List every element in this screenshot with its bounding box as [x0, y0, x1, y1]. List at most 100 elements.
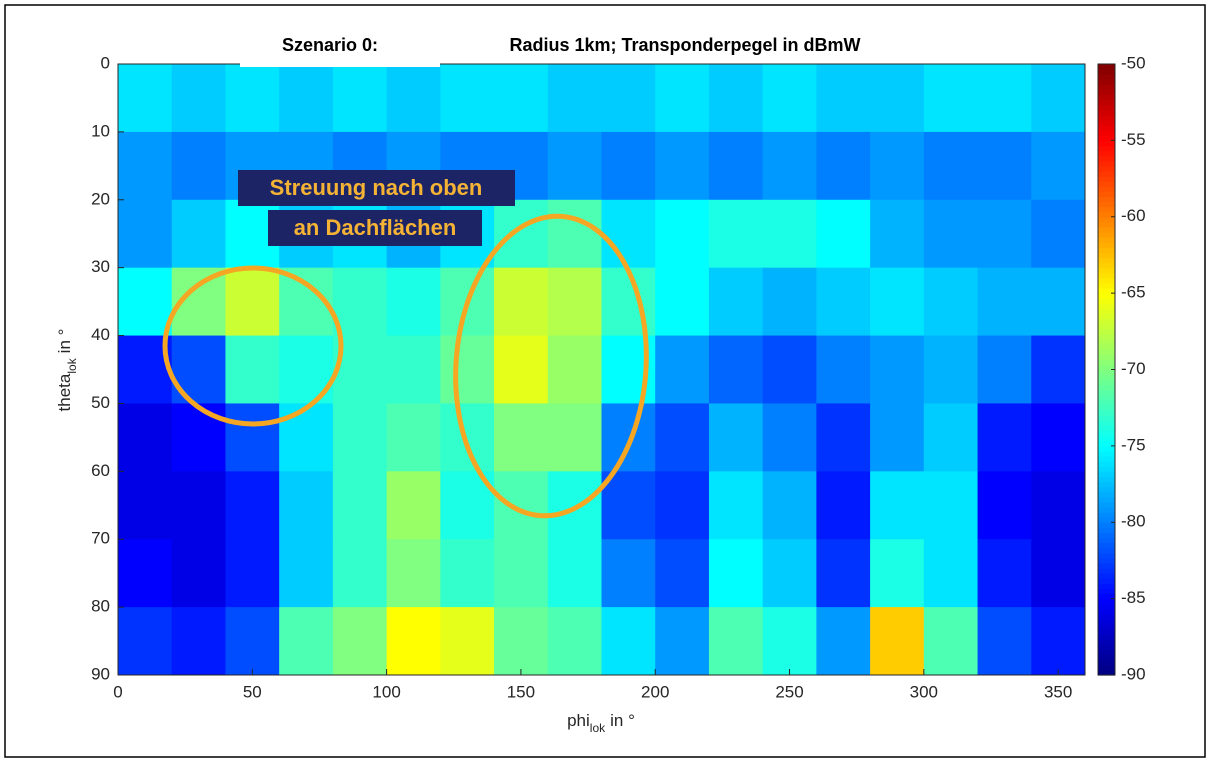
heatmap-cell [1031, 64, 1086, 133]
colorbar-swatch [1098, 333, 1115, 340]
colorbar-swatch [1098, 252, 1115, 259]
colorbar-swatch [1098, 359, 1115, 366]
colorbar-tick-label: -60 [1121, 206, 1146, 225]
heatmap-cell [977, 403, 1032, 472]
heatmap-cell [440, 335, 495, 404]
colorbar-swatch [1098, 69, 1115, 75]
heatmap-cell [225, 267, 280, 337]
colorbar-tick-label: -80 [1121, 512, 1146, 531]
colorbar-swatch [1098, 542, 1115, 549]
heatmap-cell [494, 539, 549, 608]
heatmap-cell [225, 64, 280, 133]
colorbar-swatch [1098, 517, 1115, 523]
heatmap-cell [762, 64, 817, 133]
colorbar-swatch [1098, 522, 1115, 528]
colorbar-swatch [1098, 298, 1115, 304]
heatmap-cell [977, 335, 1032, 404]
colorbar-swatch [1098, 109, 1115, 116]
heatmap-cell [171, 131, 226, 201]
colorbar-swatch [1098, 644, 1115, 651]
colorbar-swatch [1098, 593, 1115, 600]
heatmap-cell [601, 267, 656, 337]
annotation-text: an Dachflächen [294, 215, 457, 240]
colorbar-swatch [1098, 104, 1115, 111]
colorbar-swatch [1098, 588, 1115, 595]
heatmap-cell [547, 403, 602, 472]
y-axis-label: thetalok in ° [55, 329, 79, 412]
colorbar-swatch [1098, 476, 1115, 483]
colorbar-swatch [1098, 349, 1115, 355]
colorbar-tick-label: -75 [1121, 435, 1146, 454]
heatmap-cell [601, 403, 656, 472]
colorbar-swatch [1098, 608, 1115, 615]
heatmap-cell [816, 267, 871, 337]
colorbar-swatch [1098, 99, 1115, 106]
y-tick-label: 50 [91, 393, 110, 412]
colorbar-swatch [1098, 618, 1115, 625]
y-tick-label: 40 [91, 325, 110, 344]
heatmap-cell [332, 471, 388, 540]
heatmap-cell [816, 471, 871, 540]
colorbar-swatch [1098, 318, 1115, 325]
colorbar-swatch [1098, 206, 1115, 213]
colorbar-swatch [1098, 624, 1115, 630]
heatmap-cell [386, 471, 441, 540]
heatmap-cell [332, 403, 388, 472]
heatmap-cell [332, 267, 388, 337]
heatmap [118, 64, 1086, 676]
heatmap-cell [332, 539, 388, 608]
heatmap-cell [923, 539, 979, 608]
colorbar-swatch [1098, 79, 1115, 85]
colorbar-swatch [1098, 471, 1115, 478]
heatmap-cell [279, 607, 334, 676]
heatmap-cell [225, 471, 280, 540]
colorbar-swatch [1098, 461, 1115, 467]
heatmap-cell [923, 607, 979, 676]
heatmap-cell [977, 64, 1032, 133]
heatmap-cell [816, 131, 871, 201]
heatmap-cell [440, 607, 495, 676]
heatmap-cell [870, 335, 925, 404]
colorbar-swatch [1098, 435, 1115, 442]
x-tick-label: 250 [775, 682, 803, 701]
heatmap-cell [494, 199, 549, 269]
heatmap-cell [118, 199, 173, 269]
colorbar-swatch [1098, 654, 1115, 661]
heatmap-cell [494, 471, 549, 540]
colorbar-swatch [1098, 425, 1115, 432]
heatmap-cell [870, 607, 925, 676]
y-tick-label: 10 [91, 121, 110, 140]
heatmap-cell [923, 267, 979, 337]
heatmap-cell [171, 607, 226, 676]
heatmap-cell [1031, 131, 1086, 201]
heatmap-cell [816, 64, 871, 133]
heatmap-cell [870, 471, 925, 540]
colorbar-swatch [1098, 181, 1115, 187]
colorbar-swatch [1098, 481, 1115, 488]
heatmap-cell [386, 267, 441, 337]
colorbar-swatch [1098, 374, 1115, 381]
heatmap-cell [547, 539, 602, 608]
colorbar-swatch [1098, 216, 1115, 223]
colorbar-tick-label: -55 [1121, 130, 1146, 149]
y-tick-label: 70 [91, 529, 110, 548]
x-tick-label: 100 [372, 682, 400, 701]
colorbar-swatch [1098, 191, 1115, 197]
heatmap-cell [708, 539, 764, 608]
heatmap-cell [118, 539, 173, 608]
colorbar-swatch [1098, 74, 1115, 80]
colorbar-swatch [1098, 659, 1115, 666]
colorbar-swatch [1098, 338, 1115, 345]
colorbar-swatch [1098, 598, 1115, 605]
colorbar-swatch [1098, 201, 1115, 208]
colorbar-tick-label: -70 [1121, 359, 1146, 378]
heatmap-cell [547, 267, 602, 337]
colorbar-swatch [1098, 445, 1115, 452]
heatmap-cell [171, 335, 226, 404]
colorbar-swatch [1098, 267, 1115, 274]
colorbar-swatch [1098, 272, 1115, 279]
colorbar-swatch [1098, 547, 1115, 554]
heatmap-cell [171, 471, 226, 540]
heatmap-cell [386, 607, 441, 676]
